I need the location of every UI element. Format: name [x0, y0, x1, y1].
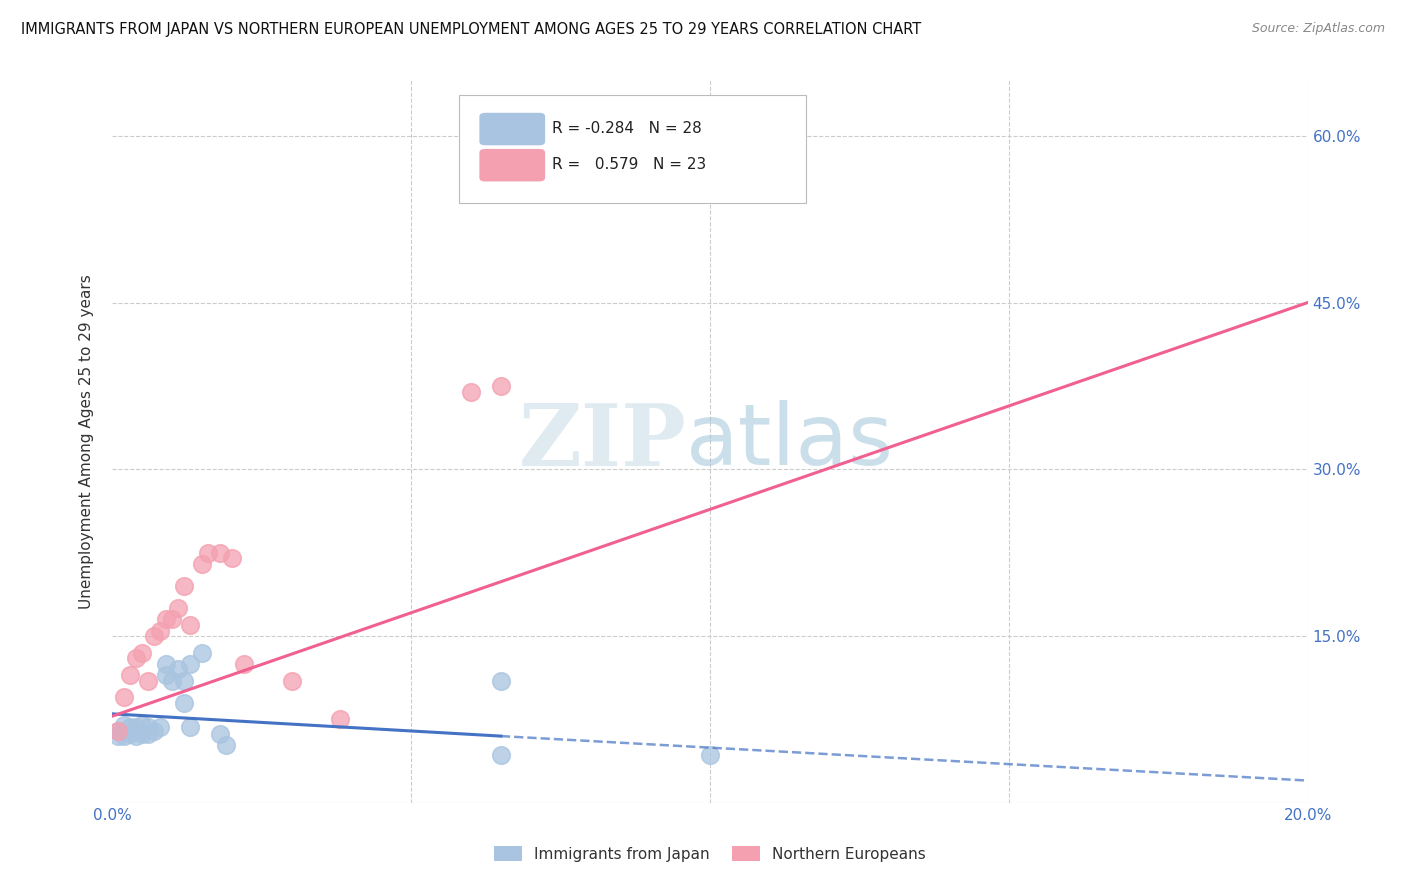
Point — [197, 546, 219, 560]
Point — [155, 612, 177, 626]
Point — [131, 646, 153, 660]
Point — [114, 690, 135, 705]
Point — [221, 551, 243, 566]
Point — [489, 673, 512, 688]
Point — [699, 747, 721, 762]
Point — [138, 727, 160, 741]
Point — [131, 727, 153, 741]
Point — [138, 673, 160, 688]
Point — [173, 696, 195, 710]
FancyBboxPatch shape — [479, 149, 546, 181]
Point — [167, 601, 190, 615]
Point — [329, 713, 352, 727]
Point — [489, 747, 512, 762]
Point — [179, 720, 201, 734]
Text: R = -0.284   N = 28: R = -0.284 N = 28 — [553, 121, 702, 136]
Point — [215, 738, 238, 752]
Text: Source: ZipAtlas.com: Source: ZipAtlas.com — [1251, 22, 1385, 36]
Point — [120, 727, 142, 741]
Point — [173, 673, 195, 688]
Point — [114, 718, 135, 732]
Legend: Immigrants from Japan, Northern Europeans: Immigrants from Japan, Northern European… — [488, 839, 932, 868]
Point — [281, 673, 304, 688]
Point — [143, 723, 166, 738]
Point — [107, 729, 129, 743]
Point — [233, 657, 256, 671]
Point — [162, 612, 183, 626]
Point — [107, 723, 129, 738]
Point — [162, 673, 183, 688]
Point — [209, 546, 232, 560]
FancyBboxPatch shape — [479, 112, 546, 145]
Point — [125, 651, 148, 665]
FancyBboxPatch shape — [458, 95, 806, 203]
Point — [155, 668, 177, 682]
Point — [120, 720, 142, 734]
Point — [114, 729, 135, 743]
Text: atlas: atlas — [686, 400, 894, 483]
Point — [143, 629, 166, 643]
Point — [167, 662, 190, 676]
Point — [125, 729, 148, 743]
Point — [173, 579, 195, 593]
Point — [138, 720, 160, 734]
Point — [125, 720, 148, 734]
Text: IMMIGRANTS FROM JAPAN VS NORTHERN EUROPEAN UNEMPLOYMENT AMONG AGES 25 TO 29 YEAR: IMMIGRANTS FROM JAPAN VS NORTHERN EUROPE… — [21, 22, 921, 37]
Point — [107, 723, 129, 738]
Point — [131, 718, 153, 732]
Point — [489, 379, 512, 393]
Point — [460, 384, 482, 399]
Point — [149, 624, 172, 638]
Point — [179, 657, 201, 671]
Point — [191, 646, 214, 660]
Point — [155, 657, 177, 671]
Text: ZIP: ZIP — [519, 400, 686, 483]
Point — [489, 106, 512, 120]
Y-axis label: Unemployment Among Ages 25 to 29 years: Unemployment Among Ages 25 to 29 years — [79, 274, 94, 609]
Point — [179, 618, 201, 632]
Point — [120, 668, 142, 682]
Text: R =   0.579   N = 23: R = 0.579 N = 23 — [553, 157, 707, 172]
Point — [191, 557, 214, 571]
Point — [209, 727, 232, 741]
Point — [149, 720, 172, 734]
